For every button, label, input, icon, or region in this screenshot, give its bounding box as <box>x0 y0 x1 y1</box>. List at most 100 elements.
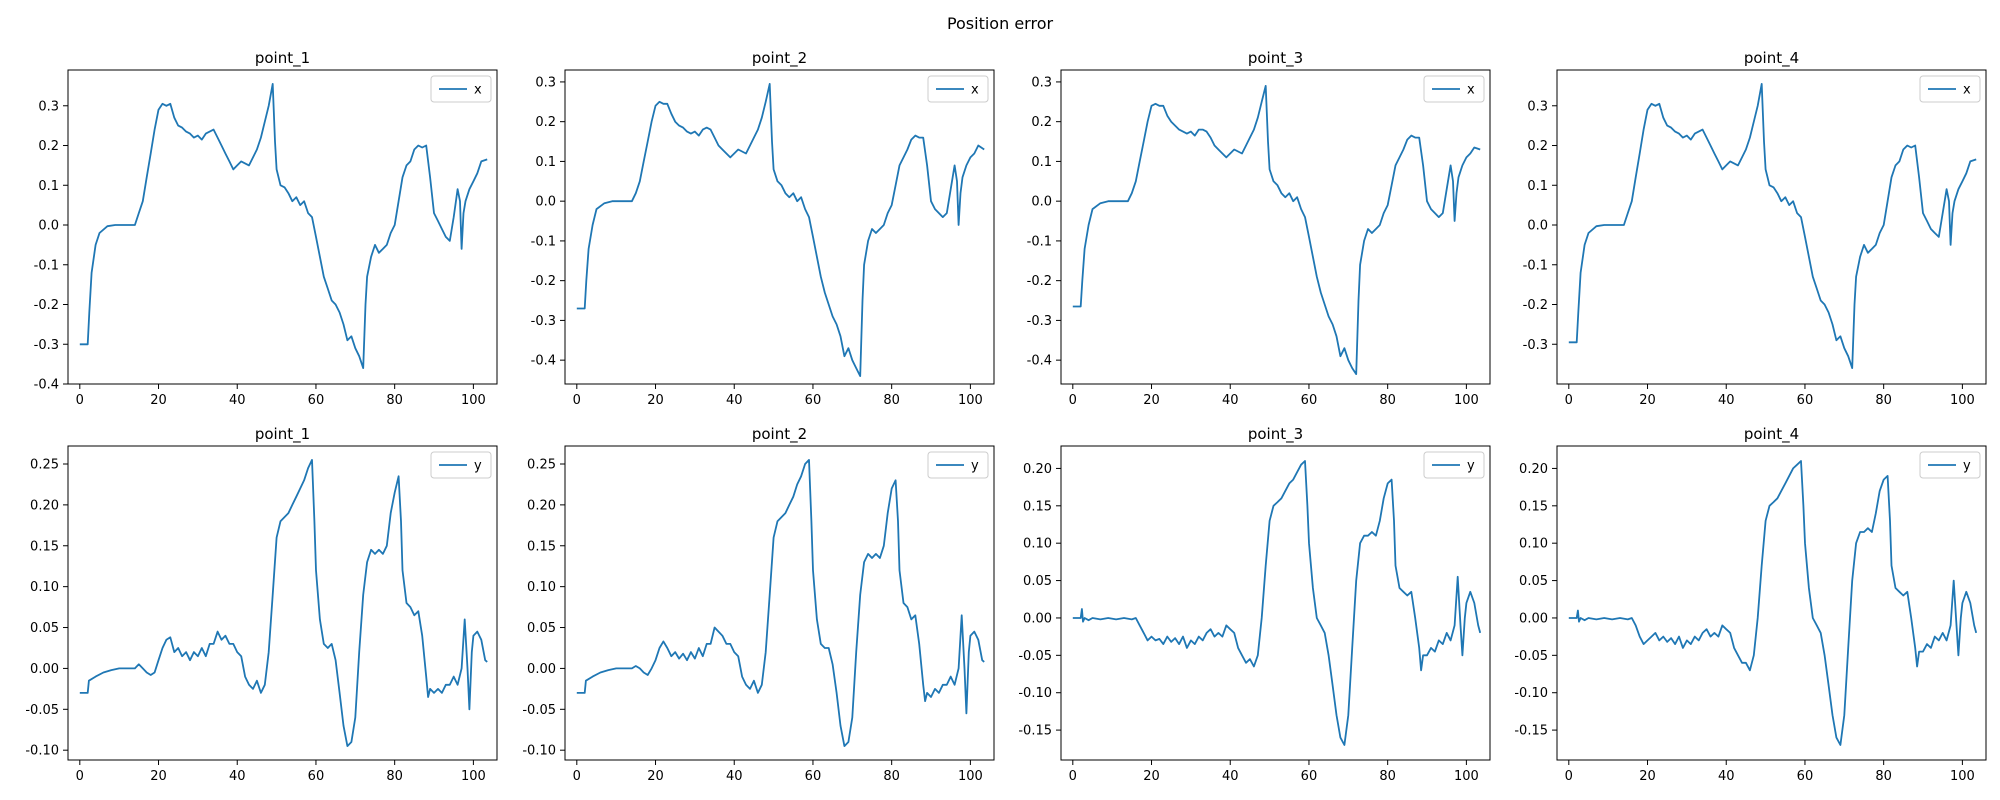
x-tick-label: 60 <box>1301 769 1318 784</box>
subplot-2: point_2 0 20 40 60 80 100 -0.4 -0.3 -0.2 -0.1 0.0 0.… <box>531 49 995 408</box>
y-tick-label: 0.2 <box>535 115 556 130</box>
y-tick-label: 0.20 <box>527 498 556 513</box>
y-tick-label: -0.2 <box>1027 274 1052 289</box>
y-tick-label: 0.2 <box>38 139 59 154</box>
x-tick-label: 60 <box>805 393 822 408</box>
y-tick-label: 0.3 <box>535 75 556 90</box>
y-tick-label: -0.15 <box>1514 724 1548 739</box>
x-tick-label: 0 <box>76 769 84 784</box>
x-tick-label: 80 <box>1379 393 1396 408</box>
y-tick-label: -0.2 <box>34 298 59 313</box>
x-tick-label: 0 <box>1069 769 1077 784</box>
y-tick-label: 0.15 <box>30 539 59 554</box>
legend-label: y <box>1467 459 1475 474</box>
x-tick-label: 40 <box>1718 393 1735 408</box>
y-tick-label: 0.3 <box>38 99 59 114</box>
y-tick-label: 0.2 <box>1527 139 1548 154</box>
y-tick-label: 0.1 <box>1031 155 1052 170</box>
x-tick-label: 40 <box>1222 393 1239 408</box>
x-tick-label: 100 <box>958 769 983 784</box>
subplot-title: point_4 <box>1744 49 1799 68</box>
axes-frame <box>1556 69 1987 385</box>
y-tick-label: 0.25 <box>30 457 59 472</box>
y-tick-label: -0.10 <box>1018 686 1052 701</box>
y-tick-label: 0.0 <box>38 219 59 234</box>
y-tick-label: -0.3 <box>531 314 556 329</box>
y-tick-label: -0.10 <box>1514 686 1548 701</box>
series-line-x <box>576 83 985 377</box>
series-line-x <box>1072 85 1481 375</box>
y-tick-label: 0.15 <box>1023 499 1052 514</box>
y-tick-label: -0.05 <box>1018 649 1052 664</box>
series-line-y <box>1568 460 1978 746</box>
subplot-8: point_4 0 20 40 60 80 100 -0.15 -0.10 -0.05 0.00 0.… <box>1514 425 1987 784</box>
x-tick-label: 20 <box>150 393 167 408</box>
y-tick-label: -0.1 <box>1027 234 1052 249</box>
x-tick-label: 0 <box>573 393 581 408</box>
x-tick-label: 20 <box>647 769 664 784</box>
axes-frame <box>1556 445 1987 761</box>
x-tick-label: 80 <box>1875 769 1892 784</box>
subplot-5: point_1 0 20 40 60 80 100 -0.10 -0.05 0.00 0.05 0.1… <box>25 425 498 784</box>
y-tick-label: -0.1 <box>1523 258 1548 273</box>
y-tick-label: 0.1 <box>38 179 59 194</box>
y-tick-label: 0.10 <box>527 580 556 595</box>
y-tick-label: 0.2 <box>1031 115 1052 130</box>
x-tick-label: 20 <box>1143 393 1160 408</box>
y-tick-label: 0.0 <box>1031 195 1052 210</box>
subplot-4: point_4 0 20 40 60 80 100 -0.3 -0.2 -0.1 0.0 0.1 0.2… <box>1523 49 1987 408</box>
y-tick-label: -0.05 <box>25 703 59 718</box>
series-line-y <box>576 459 985 747</box>
x-tick-label: 100 <box>1454 393 1479 408</box>
x-tick-label: 60 <box>805 769 822 784</box>
y-tick-label: 0.05 <box>1023 574 1052 589</box>
x-tick-label: 60 <box>308 769 325 784</box>
subplot-title: point_1 <box>255 425 310 444</box>
y-tick-label: -0.2 <box>1523 298 1548 313</box>
x-tick-label: 0 <box>1565 393 1573 408</box>
y-tick-label: 0.0 <box>1527 219 1548 234</box>
axes-frame <box>67 69 498 385</box>
x-tick-label: 0 <box>76 393 84 408</box>
x-tick-label: 80 <box>386 769 403 784</box>
y-tick-label: -0.10 <box>522 744 556 759</box>
x-tick-label: 80 <box>386 393 403 408</box>
legend-label: y <box>474 459 482 474</box>
y-tick-label: 0.05 <box>30 621 59 636</box>
y-tick-label: 0.0 <box>535 195 556 210</box>
x-tick-label: 100 <box>461 393 486 408</box>
x-tick-label: 40 <box>726 769 743 784</box>
series-line-y <box>1072 460 1482 746</box>
subplot-1: point_1 0 20 40 60 80 100 -0.4 -0.3 -0.2 -0.1 0.0 0.… <box>34 49 498 408</box>
legend-label: y <box>971 459 979 474</box>
figure-title: Position error <box>947 14 1054 33</box>
x-tick-label: 60 <box>308 393 325 408</box>
x-tick-label: 100 <box>1950 393 1975 408</box>
x-tick-label: 0 <box>1069 393 1077 408</box>
y-tick-label: 0.3 <box>1031 75 1052 90</box>
y-tick-label: -0.10 <box>25 744 59 759</box>
x-tick-label: 20 <box>150 769 167 784</box>
y-tick-label: 0.00 <box>1519 611 1548 626</box>
x-tick-label: 0 <box>1565 769 1573 784</box>
legend-label: x <box>1963 83 1971 98</box>
x-tick-label: 0 <box>573 769 581 784</box>
legend-label: y <box>1963 459 1971 474</box>
y-tick-label: 0.20 <box>30 498 59 513</box>
axes-frame <box>564 69 995 385</box>
x-tick-label: 80 <box>1379 769 1396 784</box>
y-tick-label: -0.4 <box>34 378 59 393</box>
x-tick-label: 40 <box>229 769 246 784</box>
axes-frame <box>1060 445 1491 761</box>
x-tick-label: 80 <box>883 393 900 408</box>
y-tick-label: 0.00 <box>527 662 556 677</box>
y-tick-label: 0.1 <box>535 155 556 170</box>
series-line-x <box>79 83 488 369</box>
y-tick-label: 0.1 <box>1527 179 1548 194</box>
x-tick-label: 20 <box>1639 769 1656 784</box>
y-tick-label: 0.15 <box>1519 499 1548 514</box>
x-tick-label: 100 <box>1454 769 1479 784</box>
x-tick-label: 20 <box>1639 393 1656 408</box>
y-tick-label: 0.3 <box>1527 99 1548 114</box>
